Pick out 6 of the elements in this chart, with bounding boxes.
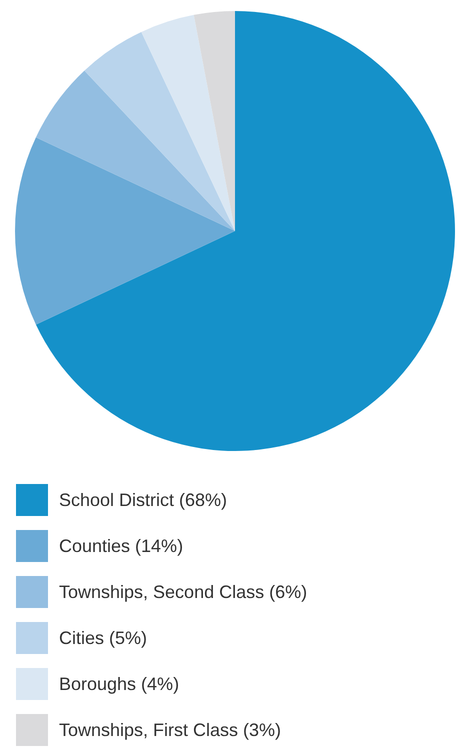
legend-label: Cities (5%) <box>59 628 148 648</box>
legend-label: Counties (14%) <box>59 536 184 556</box>
legend-label: Boroughs (4%) <box>59 674 180 694</box>
legend-label: Townships, First Class (3%) <box>59 720 282 740</box>
legend-label: Townships, Second Class (6%) <box>59 582 308 602</box>
legend-label: School District (68%) <box>59 490 228 510</box>
